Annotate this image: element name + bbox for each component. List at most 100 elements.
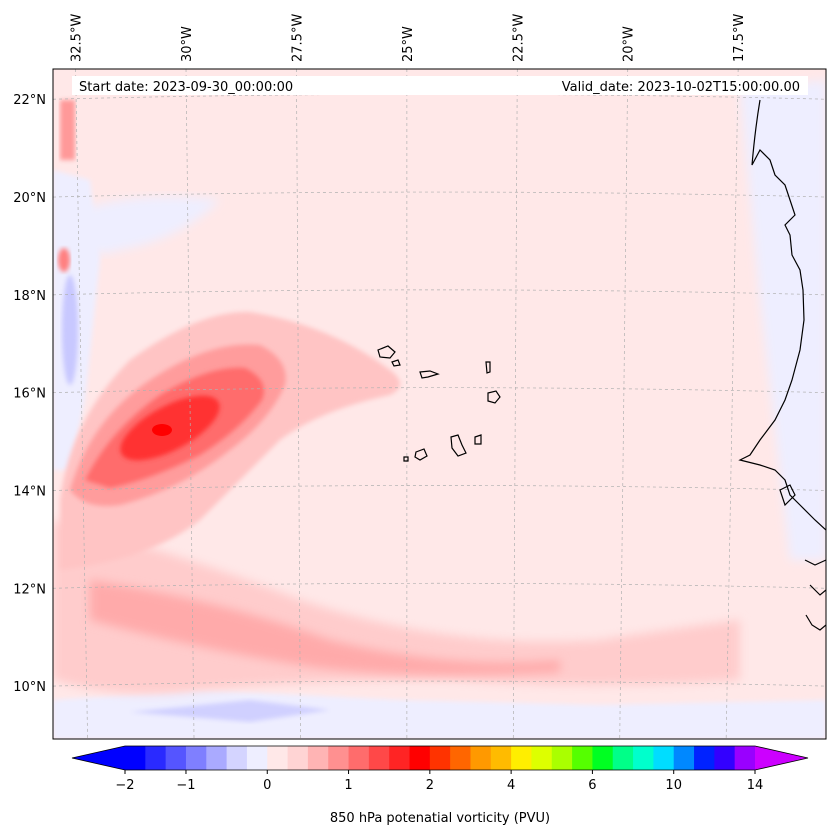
colorbar-tick-label: 4 bbox=[507, 778, 515, 793]
coastline bbox=[738, 99, 826, 631]
colorbar-extend-high bbox=[755, 746, 808, 770]
colorbar-segment bbox=[511, 746, 532, 770]
colorbar-segment bbox=[165, 746, 187, 770]
parallel-line bbox=[53, 191, 826, 198]
pv-western-streak bbox=[60, 100, 75, 160]
map-frame bbox=[52, 68, 827, 740]
longitude-label: 22.5°W bbox=[511, 14, 526, 62]
senegal-inlet bbox=[779, 484, 796, 507]
island-santiago bbox=[450, 434, 467, 457]
colorbar-segment bbox=[328, 746, 350, 770]
colorbar-segment bbox=[368, 746, 390, 770]
colorbar-segment bbox=[409, 746, 431, 770]
map-panel bbox=[52, 68, 827, 740]
meridian-line bbox=[296, 69, 301, 739]
colorbar-segment bbox=[246, 746, 268, 770]
meridian-line bbox=[185, 69, 195, 739]
colorbar-segment bbox=[490, 746, 512, 770]
start-date-label: Start date: 2023-09-30_00:00:00 bbox=[79, 80, 293, 95]
colorbar-segment bbox=[307, 746, 329, 770]
colorbar-tick-label: −1 bbox=[176, 778, 195, 793]
colorbar-segment bbox=[267, 746, 289, 770]
colorbar-segment bbox=[551, 746, 573, 770]
pv-western-spot bbox=[58, 248, 70, 272]
parallel-line bbox=[53, 387, 826, 394]
latitude-label: 22°N bbox=[13, 93, 46, 108]
colorbar-segment bbox=[673, 746, 695, 770]
colorbar-segment bbox=[531, 746, 553, 770]
meridian-line bbox=[619, 69, 629, 739]
date-info-background bbox=[72, 76, 808, 95]
pv-negative-core-west bbox=[62, 275, 78, 385]
longitude-label: 27.5°W bbox=[290, 14, 305, 62]
colorbar-segment bbox=[572, 746, 593, 770]
parallel-line bbox=[53, 680, 826, 687]
colorbar-tick-label: 6 bbox=[588, 778, 596, 793]
latitude-label: 20°N bbox=[13, 191, 46, 206]
colorbar-segment bbox=[694, 746, 715, 770]
colorbar-segment bbox=[653, 746, 675, 770]
longitude-label: 30°W bbox=[180, 26, 195, 62]
vorticity-field bbox=[53, 80, 826, 739]
meridian-line bbox=[75, 69, 88, 739]
colorbar-tick-label: −2 bbox=[115, 778, 134, 793]
colorbar-segment bbox=[633, 746, 654, 770]
guinea-bissau-coast bbox=[804, 559, 826, 631]
longitude-label: 25°W bbox=[401, 26, 416, 62]
island-sal bbox=[485, 361, 491, 374]
colorbar-tick-label: 10 bbox=[665, 778, 682, 793]
colorbar-segment bbox=[226, 746, 248, 770]
island-fogo bbox=[414, 448, 428, 461]
parallel-line bbox=[53, 582, 826, 589]
colorbar-label: 850 hPa potenatial vorticity (PVU) bbox=[330, 811, 550, 826]
colorbar-segment bbox=[206, 746, 228, 770]
date-info-bar: Start date: 2023-09-30_00:00:00 Valid_da… bbox=[72, 76, 808, 95]
island-maio bbox=[474, 434, 482, 445]
island-sao-nicolau bbox=[419, 370, 440, 379]
colorbar-segment bbox=[714, 746, 736, 770]
colorbar-tick-label: 1 bbox=[344, 778, 352, 793]
pv-negative-upper-west bbox=[80, 196, 220, 254]
latitude-labels: 22°N 20°N 18°N 16°N 14°N 12°N 10°N bbox=[13, 93, 46, 695]
pv-band-south-inner bbox=[90, 580, 560, 676]
colorbar-tick-label: 14 bbox=[747, 778, 764, 793]
meridian-line bbox=[725, 69, 739, 739]
island-brava bbox=[403, 456, 409, 462]
colorbar-segment bbox=[612, 746, 634, 770]
colorbar: −2 −1 0 1 2 4 6 10 14 bbox=[71, 745, 809, 793]
parallel-line bbox=[53, 289, 826, 296]
colorbar-segment bbox=[470, 746, 492, 770]
colorbar-extend-low bbox=[72, 746, 125, 770]
colorbar-tick-label: 2 bbox=[426, 778, 434, 793]
pv-negative-core-south bbox=[130, 700, 330, 722]
colorbar-segment bbox=[185, 746, 207, 770]
africa-coastline bbox=[738, 99, 826, 531]
latitude-label: 18°N bbox=[13, 289, 46, 304]
latitude-label: 12°N bbox=[13, 582, 46, 597]
island-boa-vista bbox=[487, 390, 501, 404]
colorbar-segment bbox=[389, 746, 411, 770]
graticule bbox=[53, 69, 826, 739]
colorbar-segment bbox=[429, 746, 451, 770]
latitude-label: 14°N bbox=[13, 484, 46, 499]
pv-negative-east bbox=[740, 80, 826, 560]
colorbar-tick-label: 0 bbox=[263, 778, 271, 793]
colorbar-segment bbox=[734, 746, 756, 770]
colorbar-segment bbox=[450, 746, 471, 770]
island-santo-antao bbox=[377, 345, 396, 359]
cape-verde-islands bbox=[377, 345, 501, 462]
latitude-label: 16°N bbox=[13, 387, 46, 402]
pv-cyclone-peak bbox=[152, 424, 172, 436]
meridian-line bbox=[512, 69, 518, 739]
colorbar-segment bbox=[125, 746, 146, 770]
colorbar-segment bbox=[145, 746, 167, 770]
parallel-line bbox=[53, 485, 826, 491]
longitude-label: 32.5°W bbox=[70, 14, 85, 62]
colorbar-segment bbox=[592, 746, 614, 770]
valid-date-label: Valid_date: 2023-10-02T15:00:00.00 bbox=[562, 80, 800, 95]
latitude-label: 10°N bbox=[13, 680, 46, 695]
longitude-label: 17.5°W bbox=[732, 14, 747, 62]
island-sao-vicente bbox=[391, 359, 401, 367]
longitude-labels: 32.5°W 30°W 27.5°W 25°W 22.5°W 20°W 17.5°W bbox=[70, 14, 748, 62]
